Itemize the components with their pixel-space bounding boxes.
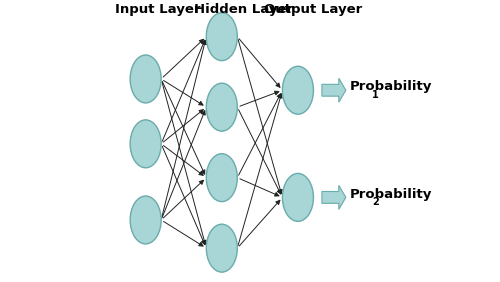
Ellipse shape <box>282 173 314 221</box>
Ellipse shape <box>206 224 238 272</box>
Ellipse shape <box>206 154 238 202</box>
Text: Probability: Probability <box>350 188 432 201</box>
Text: Input Layer: Input Layer <box>114 3 200 16</box>
Ellipse shape <box>282 66 314 114</box>
Text: 2: 2 <box>372 197 378 208</box>
Ellipse shape <box>130 55 161 103</box>
Ellipse shape <box>130 120 161 168</box>
FancyArrow shape <box>322 78 346 102</box>
Text: 1: 1 <box>372 90 378 100</box>
Text: Hidden Layer: Hidden Layer <box>194 3 292 16</box>
Ellipse shape <box>206 83 238 131</box>
Text: Output Layer: Output Layer <box>264 3 362 16</box>
FancyArrow shape <box>322 186 346 209</box>
Ellipse shape <box>130 196 161 244</box>
Ellipse shape <box>206 13 238 61</box>
Text: Probability: Probability <box>350 80 432 93</box>
